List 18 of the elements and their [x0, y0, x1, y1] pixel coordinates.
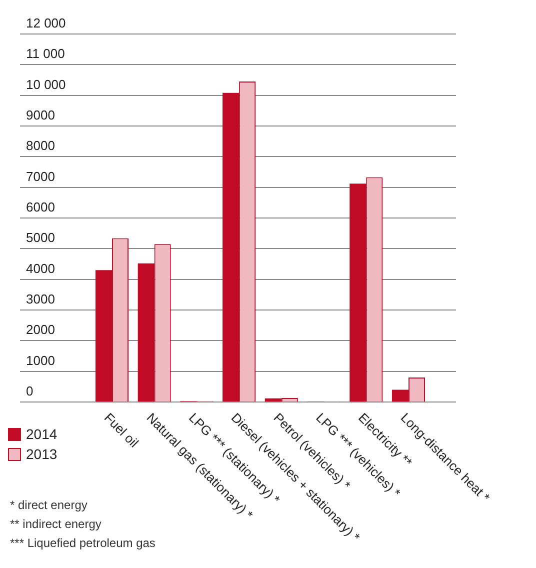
text: ** indirect energy — [10, 517, 102, 531]
y-tick-label: 2000 — [26, 322, 55, 338]
y-tick-label: 9000 — [26, 108, 55, 123]
y-tick-label: 0 — [26, 384, 34, 399]
y-tick-label: 3000 — [26, 292, 55, 307]
y-tick-label: 8000 — [26, 138, 55, 154]
y-tick-label: 1000 — [26, 352, 55, 368]
y-tick-label: 7000 — [26, 168, 55, 184]
text: * direct energy — [10, 498, 88, 512]
text: *** Liquefied petroleum gas — [10, 535, 156, 552]
y-tick-label: 6000 — [26, 200, 55, 215]
y-tick-label: 12 000 — [26, 16, 66, 31]
legend-label: 2014 — [26, 426, 58, 442]
y-tick-label: 11 000 — [26, 46, 65, 62]
legend-label: 2013 — [26, 446, 58, 462]
y-tick-label: 4000 — [26, 260, 55, 276]
y-tick-label: 5000 — [26, 230, 55, 246]
y-tick-label: 10 000 — [26, 76, 66, 92]
